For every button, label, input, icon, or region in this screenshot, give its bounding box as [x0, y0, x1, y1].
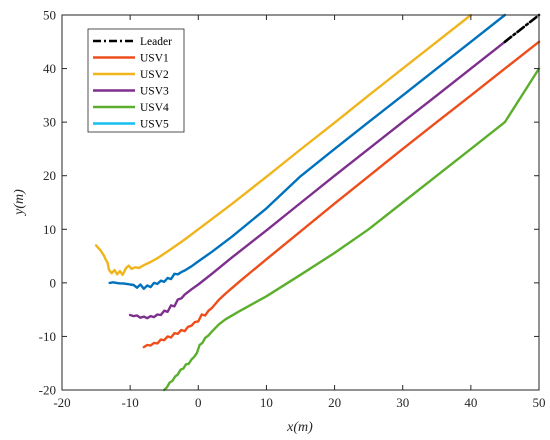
- x-axis-ticks: -20 -10 0 10 20 30 40 50: [53, 15, 546, 410]
- series-line-leader: [503, 13, 541, 44]
- x-tick-label: -20: [53, 395, 70, 410]
- y-tick-label: 10: [43, 222, 56, 237]
- y-tick-label: 40: [43, 61, 56, 76]
- y-tick-label: 30: [43, 115, 56, 130]
- series-line-usv2: [94, 13, 473, 276]
- x-tick-label: 40: [464, 395, 477, 410]
- y-tick-label: 50: [43, 8, 56, 23]
- axes-box: [61, 14, 540, 391]
- legend-label-usv2: USV2: [140, 69, 169, 81]
- legend-label-usv4: USV4: [140, 102, 169, 114]
- series-line-usv1: [142, 40, 541, 349]
- y-axis-label: y(m): [12, 189, 27, 217]
- series-line-usv5: [108, 13, 507, 290]
- y-tick-label: -20: [39, 383, 56, 398]
- x-tick-label: 50: [533, 395, 546, 410]
- legend-label-usv1: USV1: [140, 53, 169, 65]
- series-line-usv3: [128, 40, 507, 320]
- x-tick-label: 20: [328, 395, 341, 410]
- legend-label-usv3: USV3: [140, 86, 169, 98]
- x-tick-label: 30: [396, 395, 409, 410]
- y-tick-label: -10: [39, 329, 56, 344]
- y-axis-ticks: -20 -10 0 10 20 30 40 50: [39, 8, 539, 398]
- legend: Leader USV1 USV2 USV3 USV4 USV5: [87, 28, 185, 133]
- y-tick-label: 20: [43, 168, 56, 183]
- x-axis-label: x(m): [286, 420, 313, 435]
- y-tick-label: 0: [50, 275, 57, 290]
- series-line-usv4: [162, 67, 541, 392]
- series-layer: [94, 13, 541, 392]
- legend-box: [87, 28, 185, 133]
- x-tick-label: -10: [121, 395, 138, 410]
- x-tick-label: 0: [195, 395, 202, 410]
- legend-label-leader: Leader: [140, 36, 172, 48]
- legend-label-usv5: USV5: [140, 119, 169, 131]
- x-tick-label: 10: [260, 395, 273, 410]
